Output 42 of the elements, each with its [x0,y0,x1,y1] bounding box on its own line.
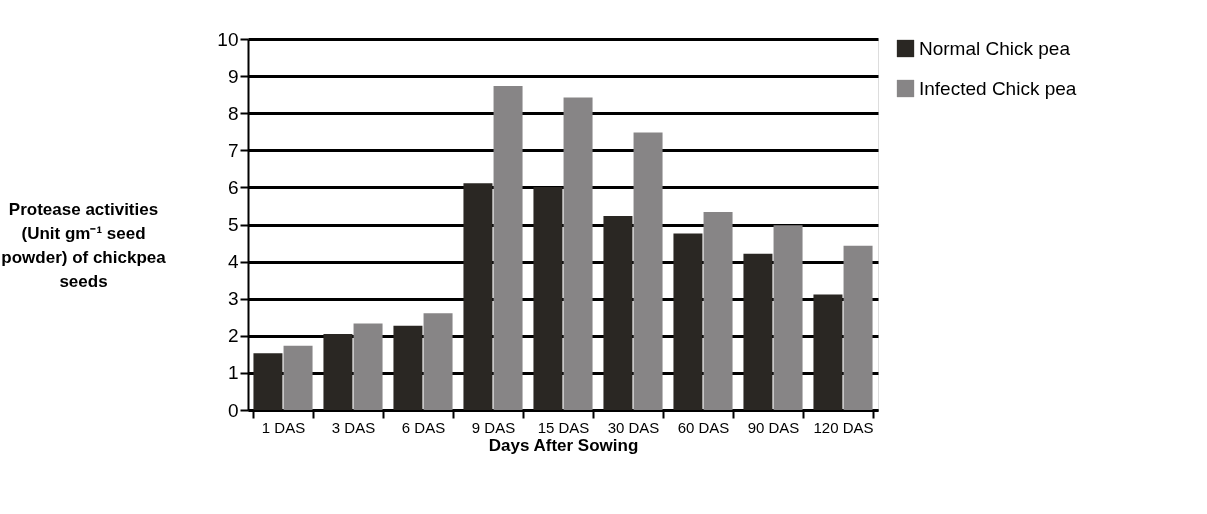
bar [673,233,703,410]
bar [563,97,593,410]
x-tick-label: 120 DAS [813,418,874,436]
bar [323,333,353,410]
bar [743,253,773,410]
x-axis-title: Days After Sowing [488,435,639,455]
y-tick-label: 10 [217,28,239,50]
y-tick-label: 1 [227,362,239,384]
y-axis-title: Protease activities (Unit gm⁻¹ seed powder) of chickpea seeds [1,199,167,291]
y-tick-label: 2 [227,325,239,347]
bar [813,294,843,410]
x-tick-label: 90 DAS [747,418,800,436]
bar [533,187,563,410]
y-tick-label: 8 [227,102,239,124]
bar [633,132,663,410]
bar [253,353,283,410]
x-tick-label: 15 DAS [537,418,590,436]
y-tick-label: 7 [227,139,239,161]
x-tick-label: 3 DAS [331,418,376,436]
legend-label: Infected Chick pea [919,77,1077,99]
y-tick-label: 4 [227,251,239,273]
bar [843,245,873,410]
x-tick-label: 1 DAS [261,418,306,436]
y-tick-label: 0 [227,399,239,421]
bar [603,215,633,410]
x-tick-label: 30 DAS [607,418,660,436]
x-tick-label: 60 DAS [677,418,730,436]
y-tick-label: 5 [227,214,239,235]
y-tick-label: 9 [227,65,239,87]
bar [283,345,313,410]
x-tick-label: 6 DAS [401,418,446,436]
bar [463,183,493,410]
y-tick-label: 6 [227,176,239,198]
bar [773,225,803,410]
bar [353,323,383,410]
legend-label: Normal Chick pea [919,37,1071,59]
x-tick-label: 9 DAS [471,418,516,436]
y-tick-label: 3 [227,288,239,310]
bar [493,86,523,410]
bar [393,325,423,410]
bar [423,313,453,410]
bar [703,211,733,410]
